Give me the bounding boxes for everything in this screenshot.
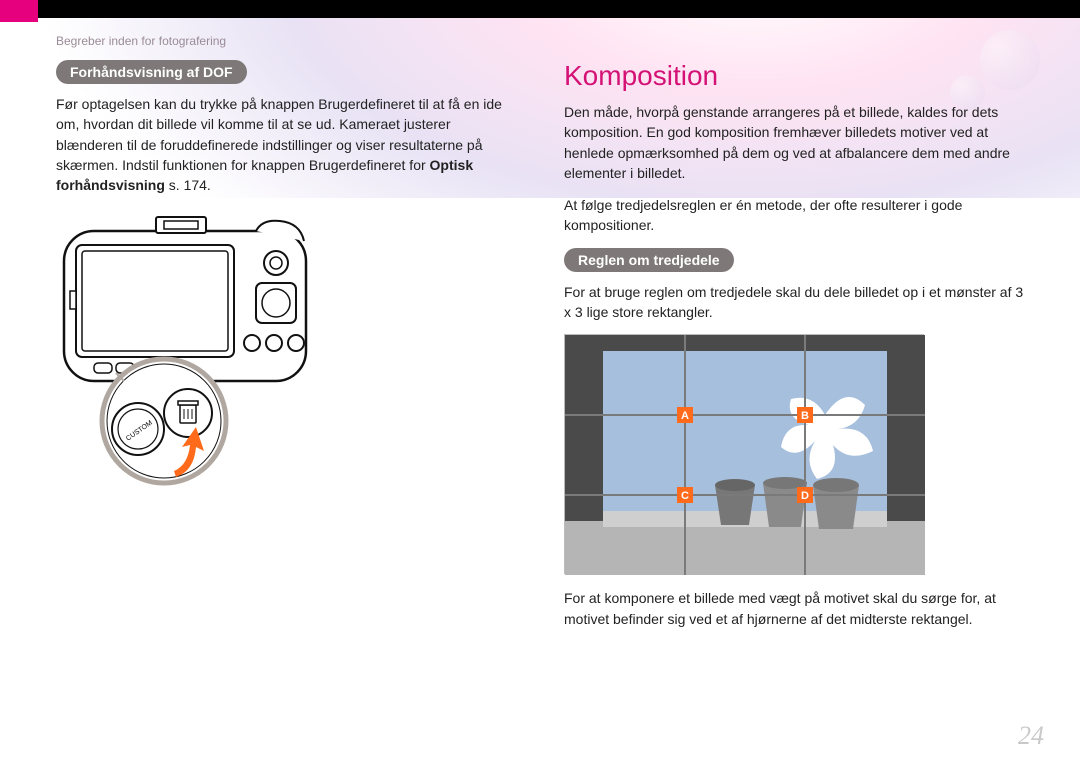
section-title: Komposition [564, 60, 1024, 92]
thirds-label-b: B [801, 410, 809, 422]
dof-para-c: s. 174. [165, 177, 211, 193]
thirds-label-c: C [681, 490, 689, 502]
rule-of-thirds-illustration: A B C D [564, 334, 924, 574]
breadcrumb: Begreber inden for fotografering [56, 34, 1024, 48]
left-column: Forhåndsvisning af DOF Før optagelsen ka… [56, 60, 516, 641]
thirds-heading-pill: Reglen om tredjedele [564, 248, 734, 272]
dof-paragraph: Før optagelsen kan du trykke på knappen … [56, 94, 516, 195]
thirds-para1: For at bruge reglen om tredjedele skal d… [564, 282, 1024, 323]
thirds-label-d: D [801, 490, 809, 502]
page-content: Begreber inden for fotografering Forhånd… [0, 0, 1080, 765]
thirds-para2: For at komponere et billede med vægt på … [564, 588, 1024, 629]
komposition-para2: At følge tredjedelsreglen er én metode, … [564, 195, 1024, 236]
komposition-para1: Den måde, hvorpå genstande arrangeres på… [564, 102, 1024, 183]
page-number: 24 [1018, 721, 1044, 751]
two-column-layout: Forhåndsvisning af DOF Før optagelsen ka… [56, 60, 1024, 641]
camera-illustration: CUSTOM [56, 213, 366, 493]
right-column: Komposition Den måde, hvorpå genstande a… [564, 60, 1024, 641]
thirds-label-a: A [681, 410, 689, 422]
dof-heading-pill: Forhåndsvisning af DOF [56, 60, 247, 84]
